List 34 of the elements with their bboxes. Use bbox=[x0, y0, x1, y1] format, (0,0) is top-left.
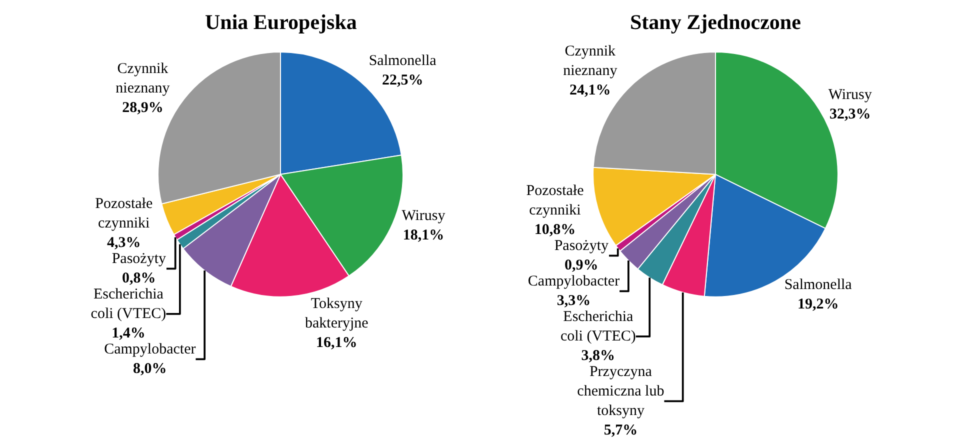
data-label: 22,5% bbox=[382, 72, 424, 89]
data-label: 32,3% bbox=[829, 106, 871, 122]
slice-label: Pozostałe czynniki bbox=[526, 182, 584, 218]
slice-label: Toksyny bakteryjne bbox=[305, 296, 369, 332]
data-label: 1,4% bbox=[112, 325, 146, 342]
data-label: 8,0% bbox=[133, 360, 167, 377]
data-label: 18,1% bbox=[402, 228, 444, 244]
data-label: 0,9% bbox=[564, 257, 598, 274]
slice-label: Pasożyty bbox=[112, 250, 166, 267]
data-label: 19,2% bbox=[797, 296, 839, 312]
slice-label: Czynnik nieznany bbox=[563, 43, 618, 79]
data-label: 4,3% bbox=[106, 234, 141, 251]
slice-label: Campylobacter bbox=[528, 273, 620, 290]
data-label: 28,9% bbox=[122, 100, 164, 116]
data-label: 3,3% bbox=[556, 292, 591, 309]
slice-label: Salmonella bbox=[368, 53, 437, 70]
slice-label: Wirusy bbox=[402, 208, 446, 224]
slice-label: Pozostałe czynniki bbox=[95, 196, 153, 232]
chart-title: Unia Europejska bbox=[205, 10, 358, 34]
slice-label: Salmonella bbox=[784, 276, 852, 293]
slice-label: Campylobacter bbox=[104, 341, 196, 358]
data-label: 3,8% bbox=[581, 348, 616, 364]
slice-label: Pasożyty bbox=[554, 238, 609, 254]
data-label: 0,8% bbox=[122, 270, 156, 286]
data-label: 16,1% bbox=[316, 335, 358, 352]
data-label: 5,7% bbox=[604, 422, 638, 438]
chart-title: Stany Zjednoczone bbox=[630, 10, 801, 34]
slice-label: Escherichia coli (VTEC) bbox=[90, 286, 166, 322]
slice-label: Czynnik nieznany bbox=[116, 61, 170, 97]
slice-label: Escherichia coli (VTEC) bbox=[560, 308, 636, 344]
slice-label: Przyczyna chemiczna lub toksyny bbox=[577, 364, 664, 419]
data-label: 24,1% bbox=[570, 82, 611, 98]
slice-label: Wirusy bbox=[828, 86, 872, 103]
data-label: 10,8% bbox=[534, 222, 576, 238]
